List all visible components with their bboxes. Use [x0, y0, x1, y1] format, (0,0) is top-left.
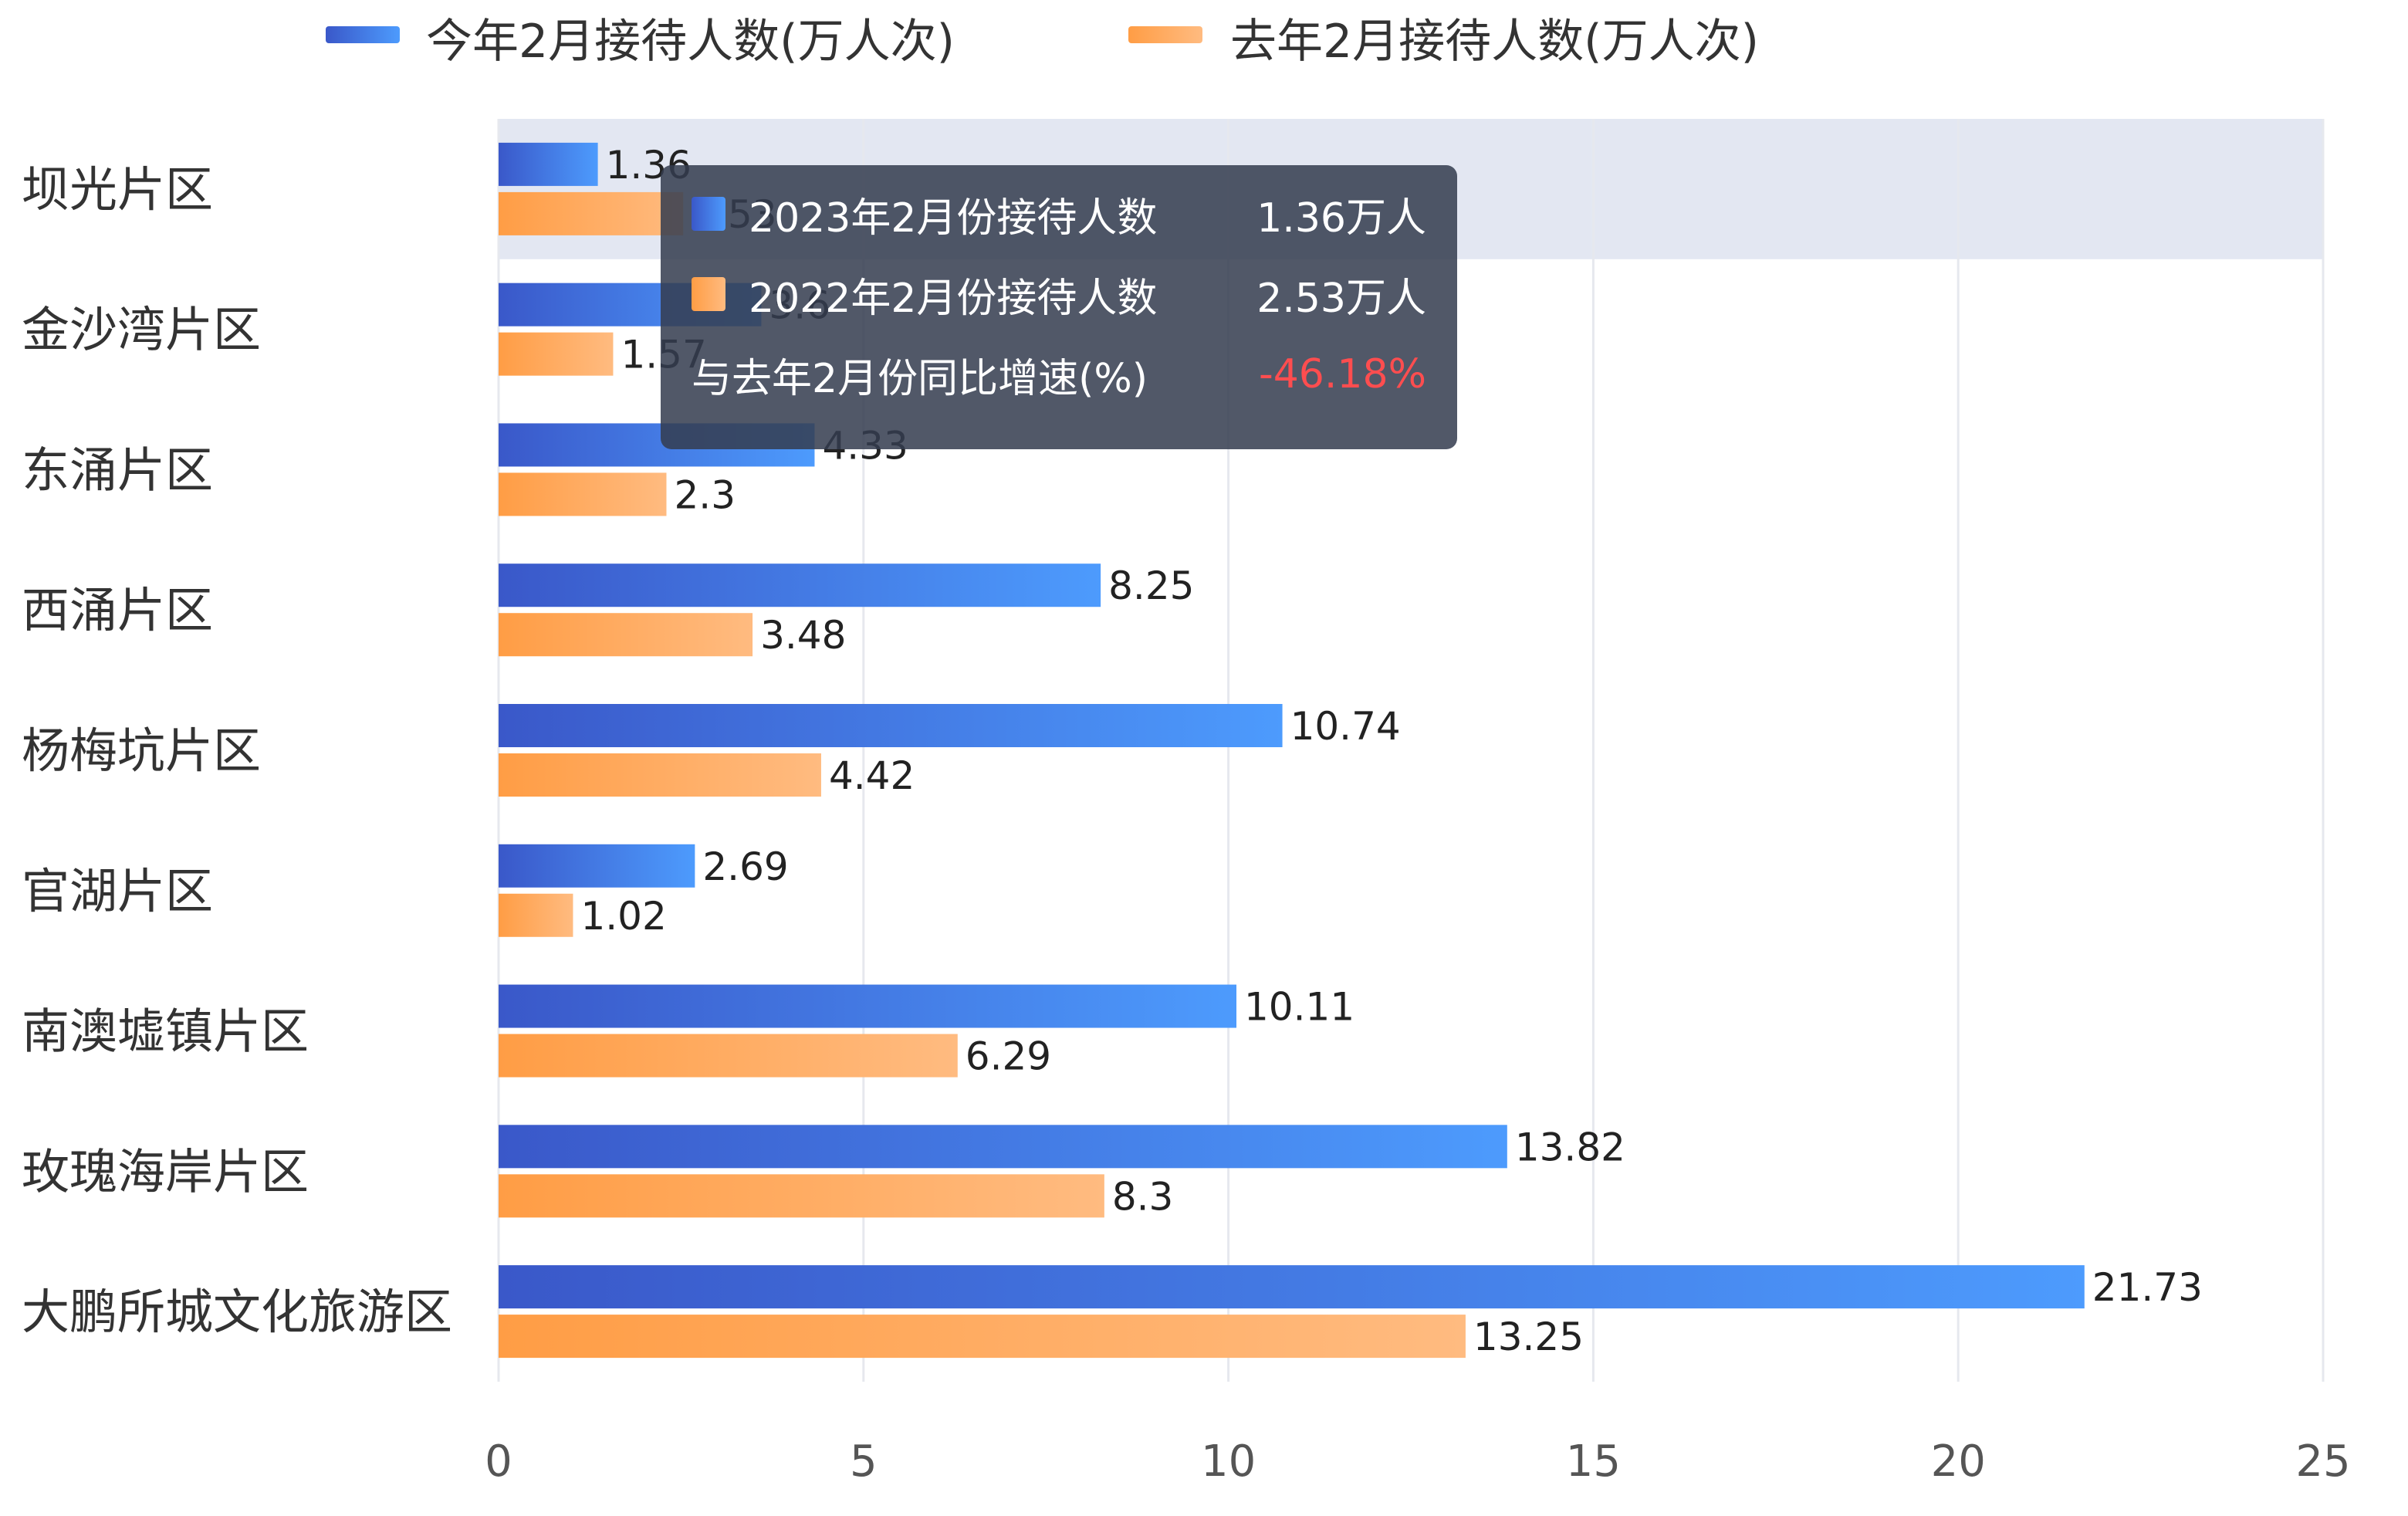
category-label-8: 大鹏所城文化旅游区 — [22, 1284, 452, 1340]
tooltip-label-previous: 2022年2月份接待人数 — [749, 275, 1158, 322]
x-tick-label-5: 25 — [2295, 1436, 2350, 1487]
tooltip-label-current: 2023年2月份接待人数 — [749, 195, 1158, 242]
data-label-previous-3: 3.48 — [760, 613, 846, 658]
tooltip-swatch-current — [692, 197, 725, 231]
category-label-2: 东涌片区 — [22, 442, 213, 498]
x-tick-label-0: 0 — [485, 1436, 512, 1487]
legend-swatch-current[interactable] — [326, 26, 400, 43]
x-tick-label-3: 15 — [1566, 1436, 1621, 1487]
data-label-current-7: 13.82 — [1515, 1125, 1625, 1169]
data-label-previous-6: 6.29 — [966, 1034, 1051, 1079]
category-label-3: 西涌片区 — [22, 582, 213, 638]
tooltip-row-current: 2023年2月份接待人数 1.36万人 — [692, 187, 1426, 242]
x-tick-label-4: 20 — [1931, 1436, 1986, 1487]
bar-previous-7 — [499, 1174, 1104, 1218]
x-tick-label-2: 10 — [1201, 1436, 1256, 1487]
tooltip-row-growth: 与去年2月份同比增速(%) -46.18% — [692, 347, 1426, 402]
category-label-0: 坝光片区 — [22, 161, 213, 218]
legend: 今年2月接待人数(万人次) 去年2月接待人数(万人次) — [326, 15, 1759, 69]
bar-current-5 — [499, 844, 695, 888]
bar-current-4 — [499, 704, 1283, 747]
bar-previous-1 — [499, 332, 614, 376]
data-label-previous-8: 13.25 — [1473, 1315, 1584, 1359]
tooltip-value-current: 1.36万人 — [1256, 195, 1426, 242]
category-label-4: 杨梅坑片区 — [22, 722, 261, 779]
data-label-previous-2: 2.3 — [674, 472, 736, 517]
data-label-current-4: 10.74 — [1290, 704, 1401, 749]
bar-current-8 — [499, 1265, 2085, 1309]
data-label-previous-4: 4.42 — [829, 753, 915, 798]
x-tick-label-1: 5 — [850, 1436, 878, 1487]
data-label-previous-5: 1.02 — [580, 894, 666, 939]
data-label-previous-7: 8.3 — [1112, 1174, 1174, 1219]
legend-swatch-previous[interactable] — [1128, 26, 1202, 43]
category-label-1: 金沙湾片区 — [22, 302, 261, 358]
chart-tooltip: 2023年2月份接待人数 1.36万人 2022年2月份接待人数 2.53万人 … — [661, 165, 1457, 449]
bar-previous-3 — [499, 613, 753, 657]
bar-previous-0 — [499, 191, 684, 235]
bar-current-0 — [499, 142, 598, 186]
data-label-current-8: 21.73 — [2092, 1265, 2203, 1310]
tooltip-value-previous: 2.53万人 — [1256, 275, 1426, 322]
bar-previous-8 — [499, 1315, 1466, 1359]
bar-previous-4 — [499, 753, 821, 797]
legend-label-previous[interactable]: 去年2月接待人数(万人次) — [1230, 15, 1759, 69]
tooltip-value-growth: -46.18% — [1258, 351, 1426, 398]
category-label-6: 南澳墟镇片区 — [22, 1003, 309, 1060]
bar-previous-6 — [499, 1034, 958, 1078]
bar-current-7 — [499, 1125, 1507, 1169]
data-label-current-3: 8.25 — [1108, 563, 1194, 608]
bar-current-6 — [499, 984, 1237, 1028]
bar-current-3 — [499, 563, 1101, 607]
category-label-7: 玫瑰海岸片区 — [22, 1143, 309, 1200]
bar-previous-2 — [499, 472, 667, 516]
bar-previous-5 — [499, 893, 573, 937]
data-label-current-6: 10.11 — [1244, 985, 1354, 1030]
tooltip-label-growth: 与去年2月份同比增速(%) — [692, 355, 1148, 402]
data-label-current-5: 2.69 — [702, 844, 788, 889]
legend-label-current[interactable]: 今年2月接待人数(万人次) — [426, 15, 955, 69]
tooltip-swatch-previous — [692, 277, 725, 311]
tooltip-row-previous: 2022年2月份接待人数 2.53万人 — [692, 267, 1426, 322]
category-label-5: 官湖片区 — [22, 863, 213, 919]
